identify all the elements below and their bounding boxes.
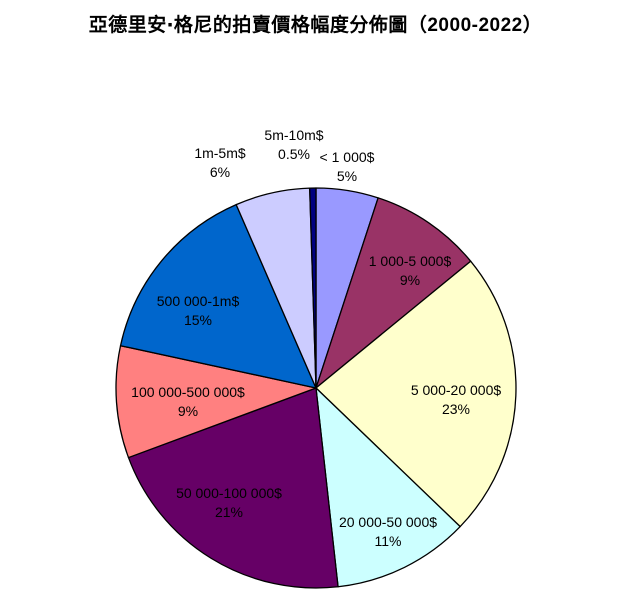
slice-percent-text: 23%	[441, 401, 471, 417]
pie-slice-8	[309, 187, 317, 389]
slice-range-text: 5m-10m$	[264, 127, 324, 143]
pie-slice-5	[115, 345, 317, 459]
slice-range-text: 500 000-1m$	[156, 293, 240, 309]
pie-slice-4	[127, 387, 339, 589]
slice-percent-text: 9%	[399, 272, 421, 288]
slice-percent-text: 0.5%	[278, 146, 310, 162]
pie-slice-3	[315, 387, 461, 588]
slice-label-3: 20 000-50 000$ 11%	[339, 513, 437, 551]
slice-label-8: 5m-10m$ 0.5%	[264, 126, 323, 164]
slice-range-text: 20 000-50 000$	[338, 514, 438, 530]
slice-label-2: 5 000-20 000$ 23%	[411, 381, 501, 419]
slice-range-text: 1m-5m$	[194, 145, 246, 161]
slice-percent-text: 9%	[177, 403, 199, 419]
slice-range-text: 1 000-5 000$	[368, 253, 452, 269]
slice-label-5: 100 000-500 000$ 9%	[131, 383, 245, 421]
slice-label-7: 1m-5m$ 6%	[194, 144, 245, 182]
slice-label-0: < 1 000$ 5%	[320, 148, 375, 186]
slice-percent-text: 11%	[374, 533, 402, 549]
slice-label-4: 50 000-100 000$ 21%	[176, 484, 282, 522]
slice-percent-text: 21%	[214, 504, 244, 520]
pie-slice-2	[315, 260, 517, 528]
slice-range-text: 100 000-500 000$	[131, 384, 245, 400]
slice-range-text: 5 000-20 000$	[410, 382, 502, 398]
slice-label-1: 1 000-5 000$ 9%	[369, 252, 452, 290]
chart-title: 亞德里安‧格尼的拍賣價格幅度分佈圖（2000-2022）	[88, 15, 543, 36]
slice-range-text: < 1 000$	[319, 149, 375, 165]
slice-range-text: 50 000-100 000$	[176, 485, 282, 501]
slice-percent-text: 6%	[209, 164, 231, 180]
slice-percent-text: 5%	[336, 168, 358, 184]
pie-slice-6	[119, 203, 317, 389]
slice-percent-text: 15%	[183, 312, 213, 328]
pie-slice-1	[315, 197, 472, 389]
slice-label-6: 500 000-1m$ 15%	[157, 292, 240, 330]
